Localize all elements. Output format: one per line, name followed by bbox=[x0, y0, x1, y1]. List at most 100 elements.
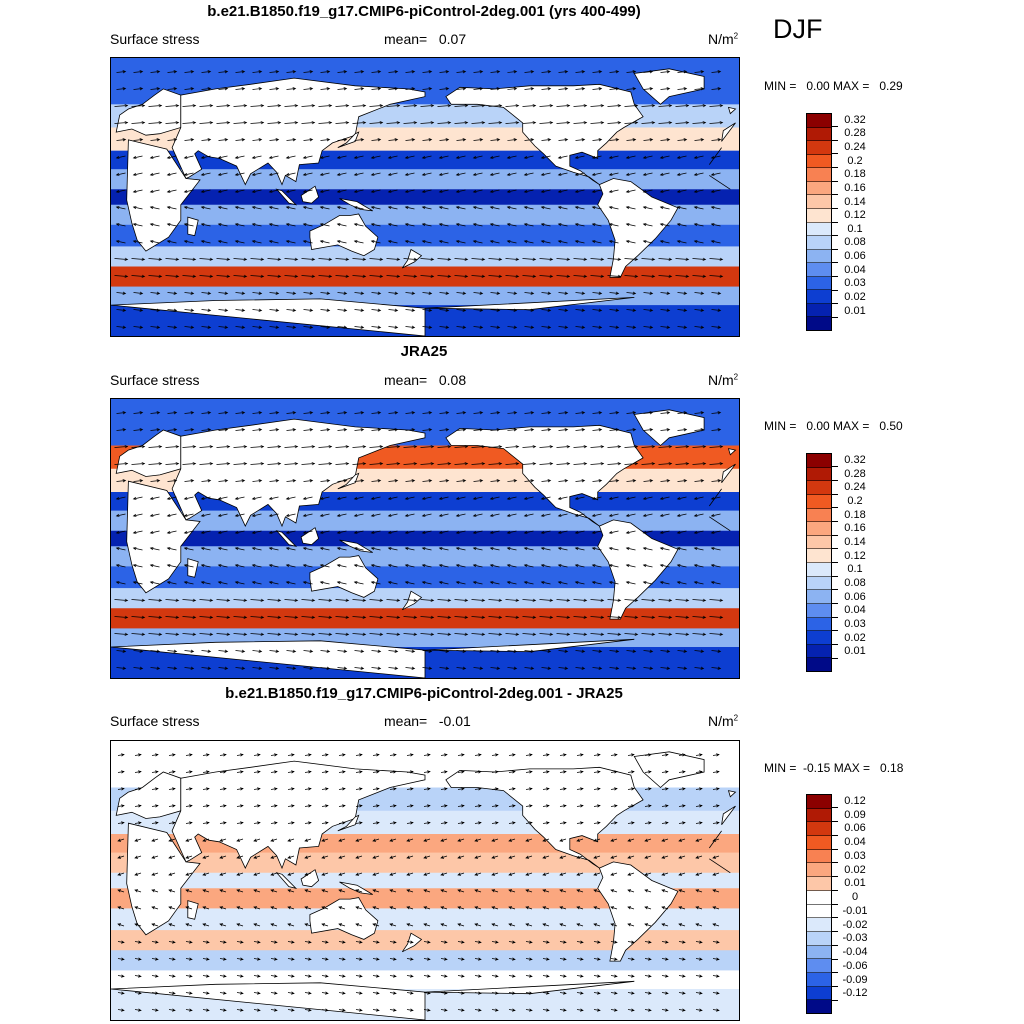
colorbar-tick bbox=[832, 644, 838, 646]
colorbar-swatch bbox=[807, 454, 831, 468]
stress-vectors bbox=[114, 411, 724, 670]
colorbar-label: 0.06 bbox=[844, 822, 866, 835]
colorbar-swatch bbox=[807, 535, 831, 550]
coastline bbox=[597, 861, 679, 962]
coastline bbox=[337, 472, 360, 490]
colorbar-label: 0.18 bbox=[844, 508, 866, 521]
colorbar-tick bbox=[832, 180, 838, 182]
colorbar-swatch bbox=[807, 317, 831, 330]
coastline bbox=[187, 216, 199, 237]
panel-1-variable-label: Surface stress bbox=[110, 31, 200, 47]
colorbar-label: 0.24 bbox=[844, 481, 866, 494]
colorbar-swatch bbox=[807, 494, 831, 509]
colorbar-label: 0.03 bbox=[844, 277, 866, 290]
colorbar-tick bbox=[832, 167, 838, 168]
panel-3-variable-label: Surface stress bbox=[110, 713, 200, 729]
panel-1-units-sup: 2 bbox=[733, 31, 739, 41]
colorbar-tick bbox=[832, 944, 838, 946]
colorbar-swatch bbox=[807, 222, 831, 237]
colorbar-swatch bbox=[807, 959, 831, 973]
coastline bbox=[111, 297, 635, 336]
field-band bbox=[111, 169, 739, 190]
panel-1-title: b.e21.B1850.f19_g17.CMIP6-piControl-2deg… bbox=[207, 3, 641, 20]
colorbar-tick bbox=[832, 126, 838, 128]
colorbar-swatch bbox=[807, 603, 831, 618]
colorbar-swatch bbox=[807, 195, 831, 209]
panel-3-map bbox=[110, 740, 740, 1021]
colorbar-tick bbox=[832, 972, 838, 974]
colorbar-tick bbox=[832, 848, 838, 850]
colorbar-label: 0.02 bbox=[844, 631, 866, 644]
colorbar-tick bbox=[832, 316, 838, 318]
colorbar-tick bbox=[832, 466, 838, 468]
colorbar-tick bbox=[832, 276, 838, 277]
colorbar-swatch bbox=[807, 986, 831, 1001]
colorbar-tick bbox=[832, 807, 838, 809]
colorbar-tick bbox=[832, 958, 838, 960]
colorbar-swatch bbox=[807, 303, 831, 318]
colorbar-swatch bbox=[807, 795, 831, 809]
colorbar-tick bbox=[832, 520, 838, 522]
colorbar-swatch bbox=[807, 263, 831, 277]
colorbar-tick bbox=[832, 303, 838, 305]
field-band bbox=[111, 872, 739, 889]
colorbar-swatch bbox=[807, 481, 831, 495]
colorbar-tick bbox=[832, 235, 838, 237]
colorbar-swatch bbox=[807, 549, 831, 563]
panel-2-map bbox=[110, 398, 740, 679]
colorbar-tick bbox=[832, 548, 838, 550]
coastline bbox=[337, 131, 360, 148]
colorbar-swatch bbox=[807, 127, 831, 142]
colorbar-label: 0.06 bbox=[844, 590, 866, 603]
colorbar-swatch bbox=[807, 590, 831, 604]
panel-1-units-text: N/m bbox=[708, 31, 734, 47]
colorbar-label: 0.06 bbox=[844, 250, 866, 263]
colorbar-tick bbox=[832, 903, 838, 905]
colorbar-swatch bbox=[807, 849, 831, 864]
field-band bbox=[111, 530, 739, 547]
colorbar-label: 0.12 bbox=[844, 794, 866, 807]
colorbar-label: -0.06 bbox=[842, 959, 868, 972]
colorbar-swatch bbox=[807, 904, 831, 919]
colorbar-tick bbox=[832, 589, 838, 591]
coastline bbox=[727, 106, 737, 115]
colorbar-label: 0.09 bbox=[844, 808, 866, 821]
colorbar-swatch bbox=[807, 1000, 831, 1013]
coastline bbox=[339, 198, 373, 212]
panel-2-minmax: MIN = 0.00 MAX = 0.50 bbox=[764, 419, 903, 433]
panel-1-minmax: MIN = 0.00 MAX = 0.29 bbox=[764, 79, 903, 93]
colorbar-label: 0.32 bbox=[844, 113, 866, 126]
colorbar-tick bbox=[832, 999, 838, 1001]
colorbar-tick bbox=[832, 821, 838, 822]
coastline bbox=[300, 527, 320, 546]
map-canvas bbox=[111, 741, 739, 1020]
colorbar-swatch bbox=[807, 836, 831, 850]
colorbar-swatch bbox=[807, 276, 831, 291]
panel-2-mean-label: mean= bbox=[384, 372, 428, 388]
colorbar-tick bbox=[832, 575, 838, 577]
colorbar-label: 0 bbox=[851, 891, 859, 904]
colorbar-label: 0.12 bbox=[844, 209, 866, 222]
colorbar-tick bbox=[832, 507, 838, 509]
panel-1-mean: mean= 0.07 bbox=[384, 31, 466, 47]
panel-3-colorbar bbox=[806, 794, 832, 1014]
coastline bbox=[401, 248, 423, 269]
coastline bbox=[337, 814, 360, 832]
field-band bbox=[111, 908, 739, 931]
field-band bbox=[111, 566, 739, 589]
coastline bbox=[633, 751, 705, 789]
colorbar-tick bbox=[832, 479, 838, 481]
coastline bbox=[633, 409, 705, 447]
panel-1-colorbar bbox=[806, 113, 832, 331]
map-canvas bbox=[111, 58, 739, 336]
field-band bbox=[111, 266, 739, 288]
panel-2-units: N/m2 bbox=[708, 372, 738, 388]
colorbar-tick bbox=[832, 931, 838, 932]
colorbar-tick bbox=[832, 834, 838, 836]
colorbar-tick bbox=[832, 917, 838, 919]
panel-3-units-text: N/m bbox=[708, 713, 734, 729]
coastline bbox=[275, 188, 298, 206]
panel-3-minmax: MIN = -0.15 MAX = 0.18 bbox=[764, 761, 904, 775]
colorbar-swatch bbox=[807, 249, 831, 264]
panel-3-units: N/m2 bbox=[708, 713, 738, 729]
